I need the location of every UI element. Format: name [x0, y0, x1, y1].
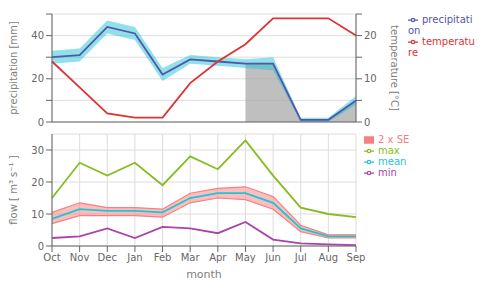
svg-text:20: 20 — [31, 177, 44, 188]
html-text:mean: mean — [378, 156, 407, 167]
svg-text:20: 20 — [31, 73, 44, 84]
html-text:precipitation: precipitation — [408, 14, 473, 36]
svg-text:flow [ m³ s⁻¹ ]: flow [ m³ s⁻¹ ] — [8, 155, 19, 224]
svg-text:10: 10 — [364, 73, 377, 84]
html-text:temperature: temperature — [408, 36, 475, 58]
svg-text:0: 0 — [364, 117, 370, 128]
svg-text:Feb: Feb — [154, 252, 172, 263]
svg-text:month: month — [186, 268, 222, 280]
svg-text:Sep: Sep — [347, 252, 366, 263]
html-text:min: min — [378, 167, 397, 178]
html-text:2 x SE: 2 x SE — [378, 134, 410, 145]
svg-text:Nov: Nov — [70, 252, 90, 263]
svg-text:0: 0 — [38, 117, 44, 128]
svg-text:30: 30 — [31, 145, 44, 156]
svg-text:40: 40 — [31, 30, 44, 41]
svg-text:0: 0 — [38, 241, 44, 252]
svg-text:Jul: Jul — [294, 252, 307, 263]
svg-text:Apr: Apr — [209, 252, 227, 263]
svg-text:May: May — [235, 252, 256, 263]
svg-text:10: 10 — [31, 209, 44, 220]
svg-text:Dec: Dec — [98, 252, 117, 263]
svg-text:Oct: Oct — [43, 252, 60, 263]
svg-text:temperature [°C]: temperature [°C] — [389, 25, 400, 111]
svg-text:Jun: Jun — [264, 252, 281, 263]
html-text:max: max — [378, 145, 400, 156]
svg-text:Aug: Aug — [319, 252, 339, 263]
svg-text:precipitation [mm]: precipitation [mm] — [8, 21, 19, 115]
svg-text:Jan: Jan — [126, 252, 142, 263]
svg-text:Mar: Mar — [181, 252, 201, 263]
svg-text:20: 20 — [364, 30, 377, 41]
